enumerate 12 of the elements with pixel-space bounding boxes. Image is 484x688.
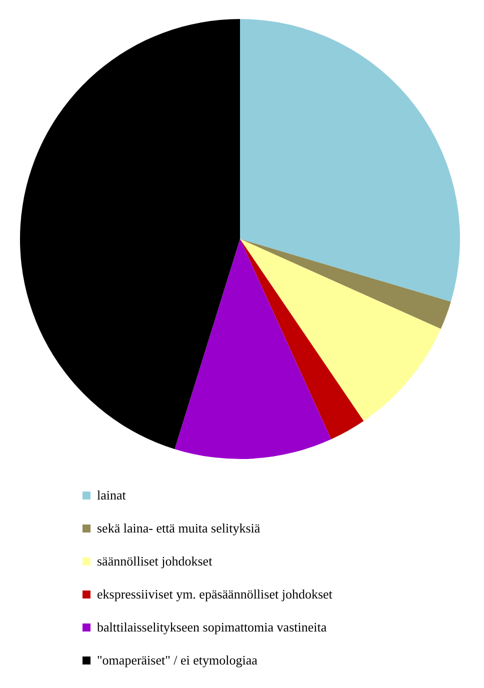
pie-slice — [240, 19, 460, 302]
legend-label: sekä laina- että muita selityksiä — [97, 520, 260, 536]
pie-slice — [240, 239, 441, 421]
legend-label: ekspressiiviset ym. epäsäännölliset johdokset — [97, 586, 333, 602]
legend-label: "omaperäiset" / ei etymologiaa — [97, 652, 258, 668]
legend-label: lainat — [97, 488, 126, 502]
legend-label: balttilaisselitykseen sopimattomia vastineita — [97, 620, 327, 634]
pie-slice — [20, 19, 240, 450]
pie-slice — [174, 239, 332, 459]
legend-label: säännölliset johdokset — [97, 554, 213, 568]
pie-slice — [240, 239, 451, 329]
pie-slice — [240, 239, 364, 440]
